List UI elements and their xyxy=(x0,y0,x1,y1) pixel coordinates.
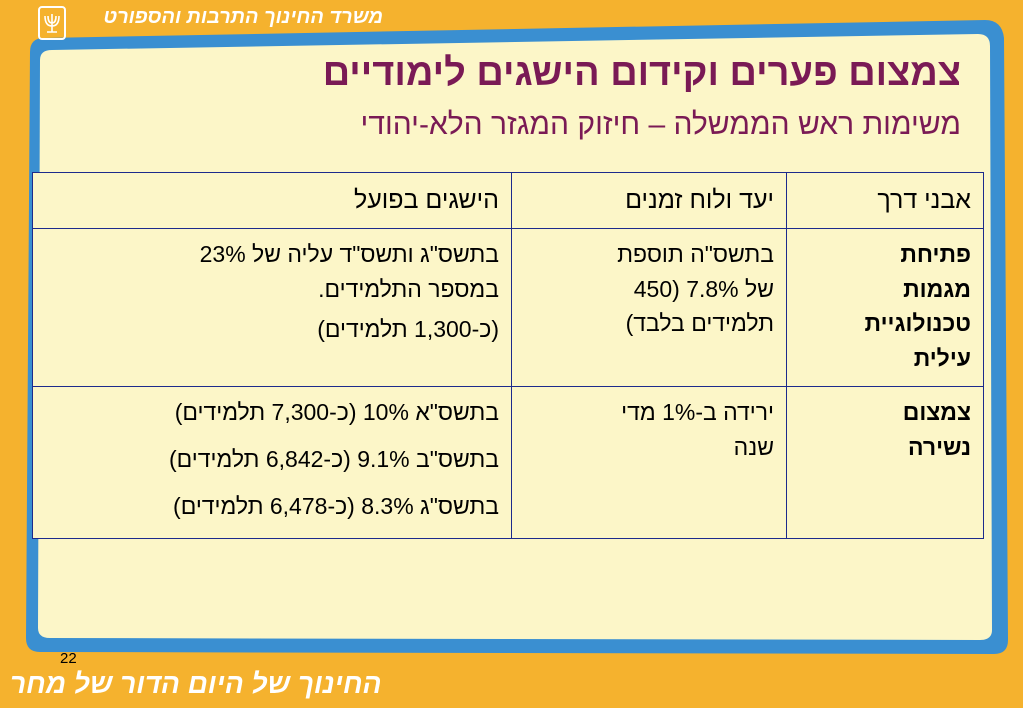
milestone-cell: פתיחת מגמות טכנולוגיית עילית xyxy=(786,228,984,387)
achievement-cell: בתשס"ג ותשס"ד עליה של 23% במספר התלמידים… xyxy=(32,228,512,387)
achievement-line: בתשס"ג 8.3% (כ-6,478 תלמידים) xyxy=(173,493,499,520)
target-line: של 7.8% (450 xyxy=(633,275,774,302)
page-number: 22 xyxy=(60,650,77,667)
achievement-line: במספר התלמידים. xyxy=(318,275,499,302)
achievement-line: בתשס"ב 9.1% (כ-6,842 תלמידים) xyxy=(169,446,499,473)
table-header-row: אבני דרך יעד ולוח זמנים הישגים בפועל xyxy=(32,172,984,229)
column-header-milestones: אבני דרך xyxy=(786,172,984,229)
target-line: שנה xyxy=(733,433,774,460)
achievements-table: אבני דרך יעד ולוח זמנים הישגים בפועל פתי… xyxy=(32,172,984,540)
achievement-cell: בתשס"א 10% (כ-7,300 תלמידים) בתשס"ב 9.1%… xyxy=(32,385,512,540)
target-line: בתשס"ה תוספת xyxy=(617,241,774,267)
milestone-line: מגמות xyxy=(903,275,971,302)
slide-title: צמצום פערים וקידום הישגים לימודיים xyxy=(322,52,961,94)
target-line: תלמידים בלבד) xyxy=(625,310,774,336)
milestone-line: טכנולוגיית xyxy=(864,310,971,336)
milestone-line: נשירה xyxy=(907,433,971,460)
slide-subtitle: משימות ראש הממשלה – חיזוק המגזר הלא-יהוד… xyxy=(360,108,961,141)
footer-slogan: החינוך של היום הדור של מחר xyxy=(10,668,382,699)
column-header-achievements: הישגים בפועל xyxy=(32,172,512,229)
table-row: פתיחת מגמות טכנולוגיית עילית בתשס"ה תוספ… xyxy=(32,228,984,387)
target-cell: בתשס"ה תוספת של 7.8% (450 תלמידים בלבד) xyxy=(511,228,787,387)
target-cell: ירידה ב-1% מדי שנה xyxy=(511,385,787,540)
achievement-line: בתשס"א 10% (כ-7,300 תלמידים) xyxy=(174,399,499,425)
milestone-line: צמצום xyxy=(902,399,971,425)
column-header-target: יעד ולוח זמנים xyxy=(511,172,787,229)
target-line: ירידה ב-1% מדי xyxy=(621,399,774,425)
milestone-line: פתיחת xyxy=(900,241,971,267)
ministry-name: משרד החינוך התרבות והספורט xyxy=(103,6,383,28)
milestone-cell: צמצום נשירה xyxy=(786,385,984,540)
achievement-line: (כ-1,300 תלמידים) xyxy=(317,316,499,342)
menorah-emblem-icon xyxy=(38,6,66,40)
milestone-line: עילית xyxy=(913,344,971,371)
table-row: צמצום נשירה ירידה ב-1% מדי שנה בתשס"א 10… xyxy=(32,385,984,540)
achievement-line: בתשס"ג ותשס"ד עליה של 23% xyxy=(199,241,499,267)
